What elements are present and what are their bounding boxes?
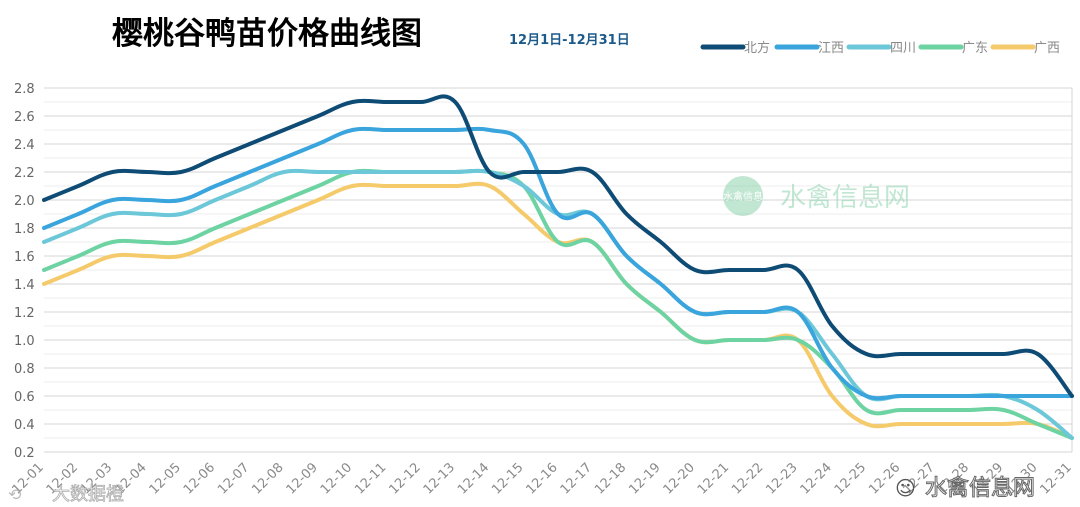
center-watermark: 水禽信息 水禽信息网 xyxy=(723,176,910,216)
x-tick-label: 12-11 xyxy=(352,460,389,497)
x-tick-label: 12-14 xyxy=(455,460,492,497)
chart-subtitle: 12月1日-12月31日 xyxy=(509,33,630,48)
x-tick-label: 12-31 xyxy=(1038,460,1075,497)
x-tick-label: 12-15 xyxy=(489,460,526,497)
legend-label: 广东 xyxy=(962,41,988,56)
watermark-center-text: 水禽信息网 xyxy=(780,183,910,213)
bottom-left-watermark: ⟲ 大数据橙 xyxy=(8,484,124,506)
legend-label: 江西 xyxy=(818,41,844,56)
legend-label: 四川 xyxy=(890,41,916,56)
x-tick-label: 12-10 xyxy=(318,460,355,497)
legend-label: 广西 xyxy=(1034,41,1060,56)
x-tick-label: 12-05 xyxy=(147,460,184,497)
wechat-icon: ☺ xyxy=(895,476,916,500)
y-tick-label: 0.4 xyxy=(14,418,35,433)
y-tick-label: 0.2 xyxy=(14,446,35,461)
legend-item: 广西 xyxy=(990,41,1060,56)
x-tick-label: 12-19 xyxy=(626,460,663,497)
x-tick-label: 12-20 xyxy=(661,460,698,497)
bottom-left-watermark-text: 大数据橙 xyxy=(52,484,124,505)
x-tick-label: 12-09 xyxy=(284,460,321,497)
bottom-right-watermark: ☺ 水禽信息网 xyxy=(895,476,1036,502)
x-tick-label: 12-12 xyxy=(386,460,423,497)
series-line-江西 xyxy=(42,126,1074,401)
y-tick-label: 2.2 xyxy=(14,166,35,181)
legend-item: 江西 xyxy=(774,41,844,56)
x-tick-label: 12-13 xyxy=(421,460,458,497)
x-tick-label: 12-23 xyxy=(763,460,800,497)
y-tick-label: 0.6 xyxy=(14,390,35,405)
bottom-right-watermark-text: 水禽信息网 xyxy=(925,476,1035,501)
y-axis-ticks: 2.8 2.6 2.4 2.2 2.0 1.8 1.6 1.4 1.2 1.0 0.8 0.6 0.4 0… xyxy=(14,82,35,461)
y-tick-label: 1.4 xyxy=(14,278,35,293)
x-tick-label: 12-16 xyxy=(524,460,561,497)
y-tick-label: 1.8 xyxy=(14,222,35,237)
y-tick-label: 2.0 xyxy=(14,194,35,209)
x-tick-label: 12-24 xyxy=(798,460,835,497)
y-tick-label: 2.8 xyxy=(14,82,35,97)
x-tick-label: 12-06 xyxy=(181,460,218,497)
share-icon: ⟲ xyxy=(8,485,22,504)
legend-item: 广东 xyxy=(918,41,988,56)
x-tick-label: 12-08 xyxy=(249,460,286,497)
y-tick-label: 2.6 xyxy=(14,110,35,125)
x-tick-label: 12-07 xyxy=(215,460,252,497)
x-tick-label: 12-22 xyxy=(729,460,766,497)
x-tick-label: 12-17 xyxy=(558,460,595,497)
legend: 北方 江西 四川 广东 广西 xyxy=(700,40,1060,56)
x-tick-label: 12-21 xyxy=(695,460,732,497)
series-line-广东 xyxy=(42,168,1074,440)
y-tick-label: 1.6 xyxy=(14,250,35,265)
y-tick-label: 1.0 xyxy=(14,334,35,349)
x-tick-label: 12-18 xyxy=(592,460,629,497)
series-line-广西 xyxy=(42,181,1074,440)
series-lines xyxy=(42,94,1074,440)
chart-title: 樱桃谷鸭苗价格曲线图 xyxy=(112,16,422,52)
series-line-北方 xyxy=(42,94,1074,398)
y-tick-label: 2.4 xyxy=(14,138,35,153)
legend-item: 北方 xyxy=(700,40,770,56)
legend-item: 四川 xyxy=(846,41,916,56)
y-tick-label: 0.8 xyxy=(14,362,35,377)
legend-label: 北方 xyxy=(744,40,770,56)
watermark-logo-text: 水禽信息 xyxy=(723,190,763,203)
y-tick-label: 1.2 xyxy=(14,306,35,321)
x-tick-label: 12-25 xyxy=(832,460,869,497)
